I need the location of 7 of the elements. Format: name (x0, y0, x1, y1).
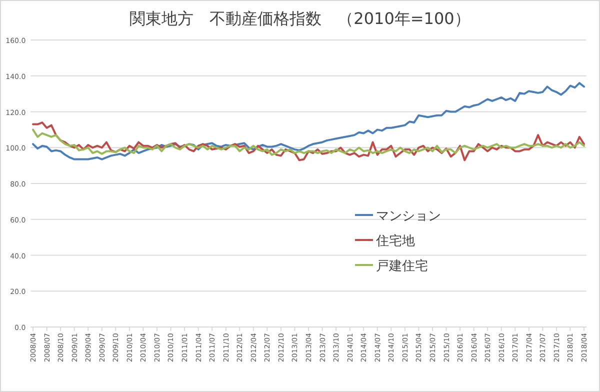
legend-label: 戸建住宅 (376, 258, 428, 274)
line-series (32, 122, 585, 162)
legend-label: マンション (376, 209, 441, 224)
line-series (32, 82, 585, 160)
legend-label: 住宅地 (375, 233, 415, 249)
chart-title: 関東地方 不動産価格指数 （2010年=100） (130, 9, 470, 28)
line-series (32, 128, 585, 156)
